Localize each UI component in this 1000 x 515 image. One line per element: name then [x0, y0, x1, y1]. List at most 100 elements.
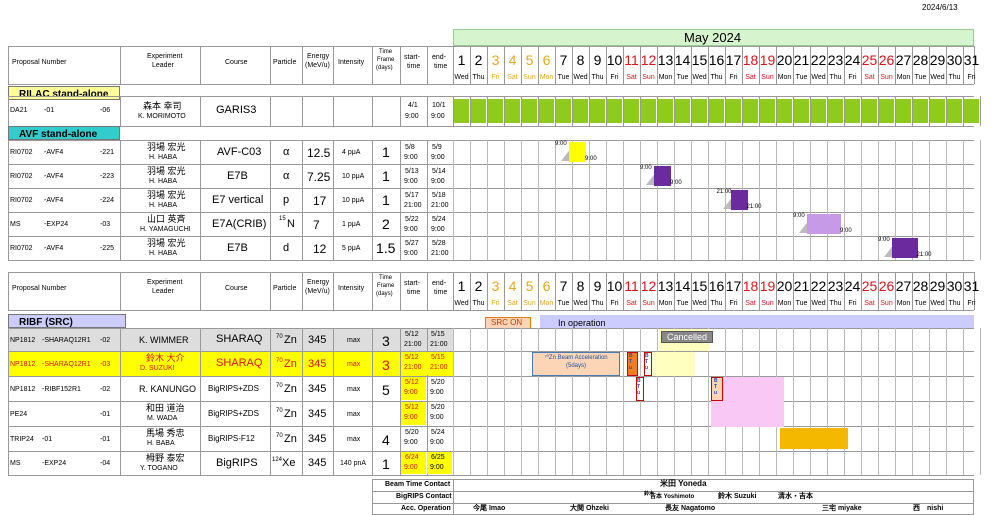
grid-line [708, 426, 709, 451]
grid-line [333, 46, 334, 84]
row-leader-jp: 羽場 宏光 [147, 190, 186, 200]
grid-line [120, 236, 121, 260]
grid-line [8, 351, 9, 376]
grid-line [555, 212, 556, 236]
footer-value: 米田 Yoneda [660, 479, 707, 488]
row-leader-jp: 森本 幸司 [143, 101, 182, 111]
grid-line [372, 351, 373, 376]
grid-line [470, 236, 471, 260]
grid-line [895, 96, 896, 126]
weekday-label: Thu [591, 300, 604, 307]
day-number: 11 [624, 52, 639, 68]
row-end-time: 21:00 [431, 250, 449, 257]
grid-line [793, 451, 794, 475]
grid-line [504, 96, 505, 126]
grid-line [963, 96, 964, 126]
grid-line [929, 188, 930, 212]
btu-letter: T [637, 384, 641, 390]
month-banner [453, 29, 974, 46]
grid-line [674, 188, 675, 212]
weekday-label: Mon [658, 74, 673, 81]
run-block [522, 99, 537, 123]
grid-line [200, 212, 201, 236]
grid-line [504, 351, 505, 376]
row-start: 6/24 [405, 454, 419, 461]
grid-line [827, 328, 828, 351]
grid-line [487, 426, 488, 451]
date-highlight [401, 452, 426, 474]
grid-line [776, 451, 777, 475]
header-course: Course [225, 59, 248, 66]
grid-line [810, 401, 811, 426]
row-leader-en: K. WIMMER [139, 334, 189, 345]
grid-line [844, 164, 845, 188]
grid-line [742, 272, 743, 310]
grid-line [895, 140, 896, 164]
day-number: 4 [508, 278, 517, 294]
grid-line [878, 164, 879, 188]
grid-line [810, 272, 811, 310]
row-id-b: -03 [100, 221, 111, 228]
weekday-label: Fri [491, 300, 500, 307]
run-block [930, 99, 945, 123]
grid-line [674, 164, 675, 188]
label-start: 9:00 [555, 141, 567, 147]
grid-line [8, 401, 974, 402]
row-energy: 345 [308, 333, 327, 346]
weekday-label: Wed [692, 300, 707, 307]
grid-line [487, 46, 488, 84]
row-start-time: 21:00 [404, 202, 422, 209]
weekday-label: Wed [811, 300, 826, 307]
grid-line [878, 236, 879, 260]
grid-line [827, 164, 828, 188]
grid-line [400, 401, 401, 426]
row-id: NP1812 [10, 360, 36, 368]
header-proposal: Proposal Number [12, 59, 67, 66]
run-block [607, 99, 622, 123]
label-start: 9:00 [878, 237, 890, 243]
grid-line [674, 96, 675, 126]
grid-line [538, 164, 539, 188]
report-date: 2024/6/13 [922, 3, 958, 12]
grid-line [589, 188, 590, 212]
row-course: E7B [227, 242, 248, 254]
grid-line [555, 272, 556, 310]
run-block [590, 99, 605, 123]
row-id-b: -03 [100, 360, 111, 368]
row-course: BigRIPS+ZDS [208, 383, 259, 393]
run-block [828, 99, 843, 123]
section-avf: AVF stand-alone [8, 126, 120, 140]
grid-line [963, 426, 964, 451]
grid-line [912, 328, 913, 351]
grid-line [793, 376, 794, 401]
grid-line [453, 401, 454, 426]
day-number: 22 [810, 278, 827, 294]
grid-line [589, 140, 590, 164]
grid-line [606, 164, 607, 188]
grid-line [776, 96, 777, 126]
grid-line [725, 272, 726, 310]
grid-line [691, 188, 692, 212]
grid-line [640, 212, 641, 236]
grid-line [8, 351, 974, 352]
grid-line [912, 96, 913, 126]
btu-letter: T [714, 384, 718, 390]
grid-line [427, 272, 428, 310]
grid-line [895, 212, 896, 236]
run-block [539, 99, 554, 123]
day-number: 1 [457, 278, 466, 294]
grid-line [372, 376, 373, 401]
weekday-label: Thu [829, 300, 842, 307]
grid-line [8, 272, 9, 310]
grid-line [521, 376, 522, 401]
grid-line [946, 328, 947, 351]
row-days: 1 [382, 168, 390, 184]
grid-line [946, 140, 947, 164]
day-number: 21 [793, 52, 810, 68]
grid-line [8, 236, 974, 237]
grid-line [8, 451, 974, 452]
weekday-label: Fri [610, 300, 619, 307]
grid-line [708, 96, 709, 126]
day-number: 3 [491, 278, 500, 294]
grid-line [861, 46, 862, 84]
